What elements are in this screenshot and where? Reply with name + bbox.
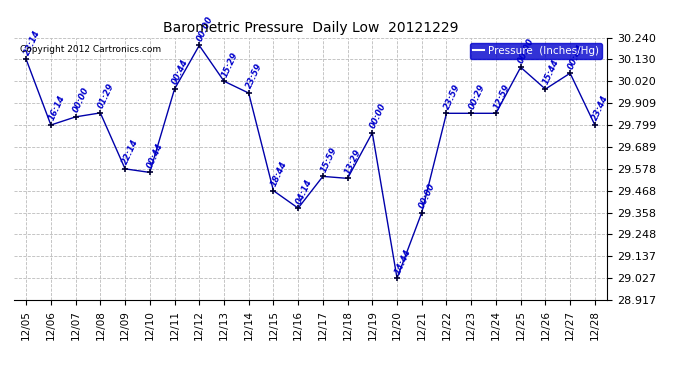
Text: 00:00: 00:00 xyxy=(72,86,91,114)
Text: 01:29: 01:29 xyxy=(97,82,116,110)
Text: 00:29: 00:29 xyxy=(467,82,486,111)
Text: 23:14: 23:14 xyxy=(22,28,41,57)
Text: 15:59: 15:59 xyxy=(319,146,338,174)
Text: 18:44: 18:44 xyxy=(269,160,289,188)
Text: 14:44: 14:44 xyxy=(393,247,413,275)
Text: 00:00: 00:00 xyxy=(195,15,215,43)
Text: 22:14: 22:14 xyxy=(121,138,141,166)
Text: 16:14: 16:14 xyxy=(47,94,66,122)
Text: 00:00: 00:00 xyxy=(368,102,388,130)
Text: 00:00: 00:00 xyxy=(417,182,437,210)
Text: 13:29: 13:29 xyxy=(344,147,363,176)
Text: 15:44: 15:44 xyxy=(542,58,561,86)
Text: 12:59: 12:59 xyxy=(492,82,511,111)
Text: 00:44: 00:44 xyxy=(170,58,190,86)
Text: 23:59: 23:59 xyxy=(442,82,462,111)
Text: 00:44: 00:44 xyxy=(146,141,166,170)
Legend: Pressure  (Inches/Hg): Pressure (Inches/Hg) xyxy=(470,43,602,59)
Text: 00:00: 00:00 xyxy=(517,36,536,64)
Text: 15:29: 15:29 xyxy=(220,50,239,78)
Text: Copyright 2012 Cartronics.com: Copyright 2012 Cartronics.com xyxy=(20,45,161,54)
Text: 23:44: 23:44 xyxy=(591,94,611,122)
Text: 04:14: 04:14 xyxy=(294,177,314,206)
Text: 00:44: 00:44 xyxy=(566,42,586,70)
Text: 23:59: 23:59 xyxy=(245,62,264,90)
Title: Barometric Pressure  Daily Low  20121229: Barometric Pressure Daily Low 20121229 xyxy=(163,21,458,35)
